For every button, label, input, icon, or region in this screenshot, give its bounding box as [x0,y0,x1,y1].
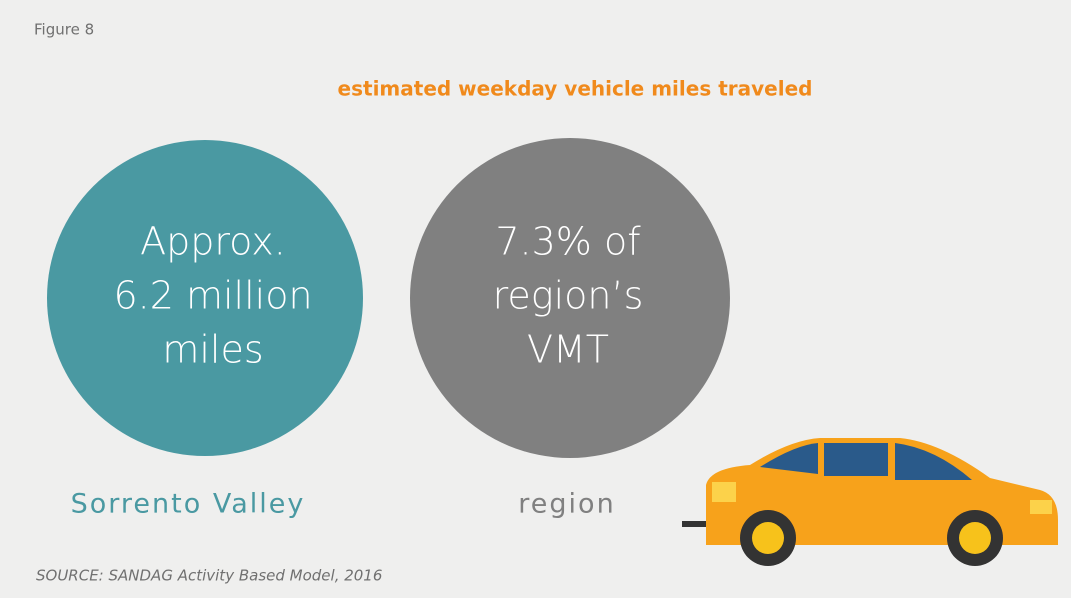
title: estimated weekday vehicle miles traveled [338,77,813,101]
circle-label: region [518,489,615,520]
figure-label: Figure 8 [34,21,94,39]
circle-text: Approx. [140,220,286,264]
car-window [824,443,888,476]
infographic: Figure 8 estimated weekday vehicle miles… [0,0,1071,598]
circle-text: 6.2 million [113,274,312,318]
circle-text: region’s [493,274,644,318]
wheel-hub [752,522,784,554]
circle-text: VMT [527,328,609,372]
page: Figure 8 estimated weekday vehicle miles… [0,0,1071,598]
wheel-hub [959,522,991,554]
circle-text: miles [162,328,263,372]
circle-text: 7.3% of [495,220,641,264]
taillight [1030,500,1052,514]
circle-label: Sorrento Valley [71,489,306,520]
headlight [712,482,736,502]
source: SOURCE: SANDAG Activity Based Model, 201… [36,567,382,585]
